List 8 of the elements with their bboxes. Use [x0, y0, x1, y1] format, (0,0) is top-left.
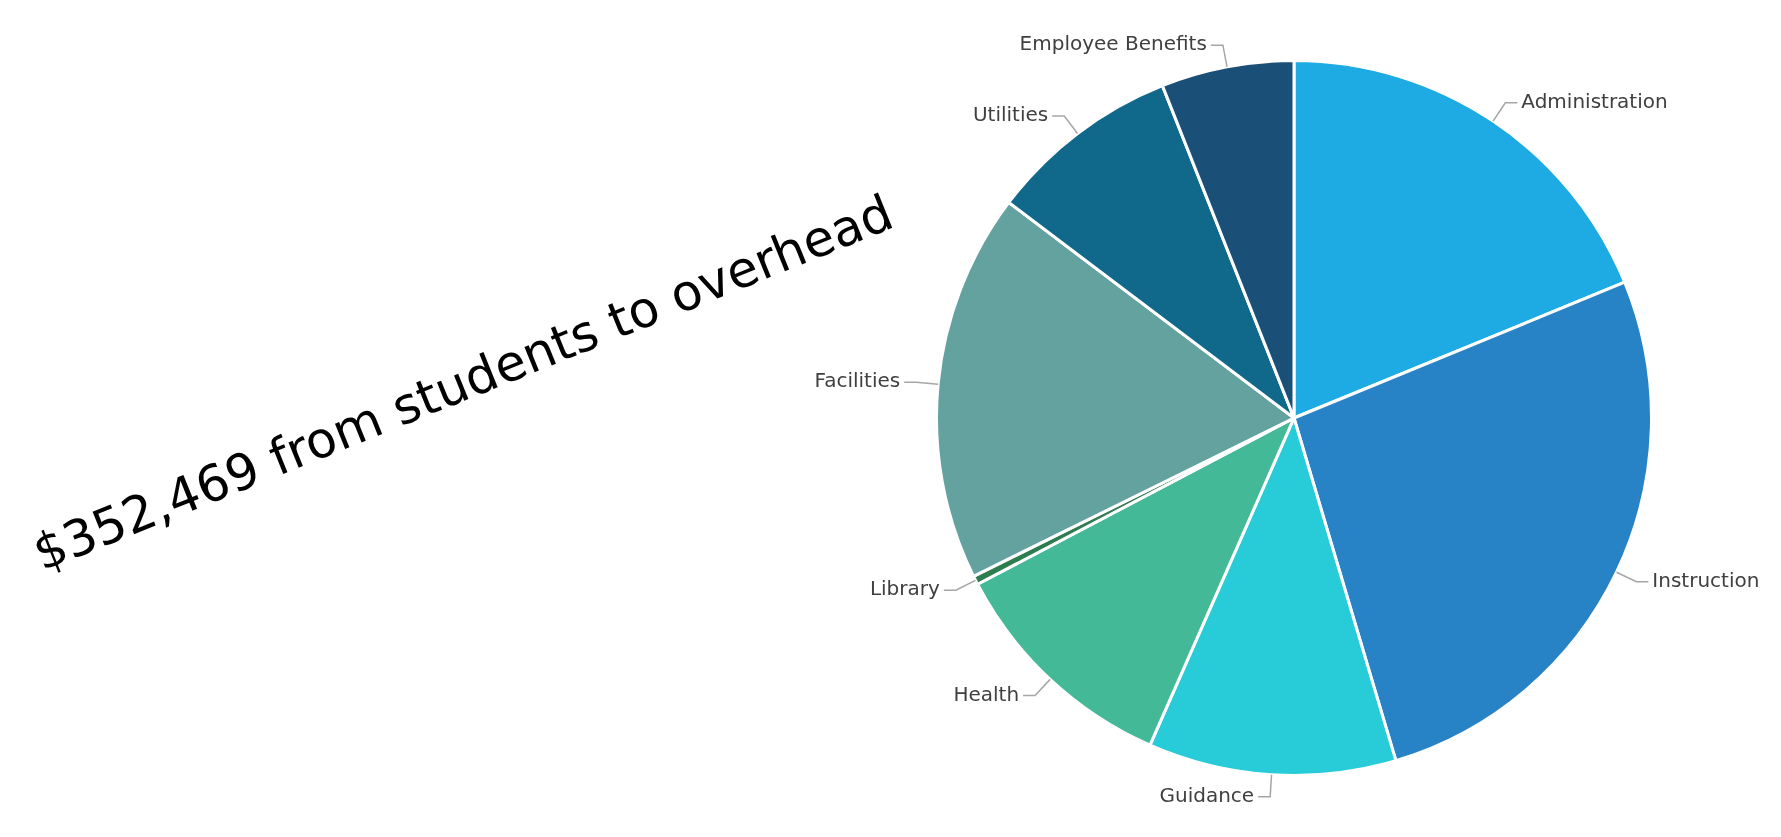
slice-label: Administration	[1521, 88, 1668, 113]
slice-label: Instruction	[1652, 567, 1760, 592]
slice-label: Library	[869, 576, 941, 601]
slice-label: Utilities	[972, 102, 1049, 127]
slice-label: Employee Benefits	[1019, 31, 1207, 56]
slice-label: Health	[953, 681, 1020, 706]
slice-label: Facilities	[814, 368, 901, 393]
slice-label: Guidance	[1159, 782, 1255, 807]
